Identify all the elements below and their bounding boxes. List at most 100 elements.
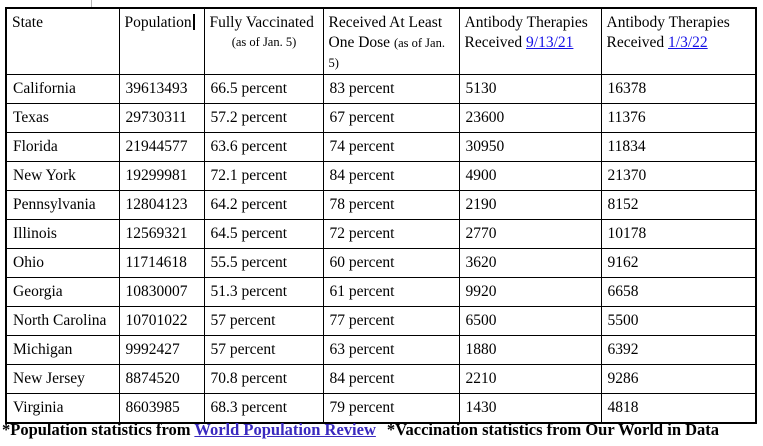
col-header-population[interactable]: Population — [118, 7, 205, 76]
cell-antibody-1-3-22[interactable]: 9286 — [600, 364, 757, 395]
cell-fully-vaccinated[interactable]: 57.2 percent — [203, 103, 324, 134]
cell-fully-vaccinated[interactable]: 64.5 percent — [203, 219, 324, 250]
cell-antibody-1-3-22[interactable]: 9162 — [600, 248, 757, 279]
cell-population[interactable]: 9992427 — [118, 335, 205, 366]
cell-fully-vaccinated[interactable]: 57 percent — [203, 335, 324, 366]
cell-antibody-9-13-21[interactable]: 1880 — [458, 335, 602, 366]
cell-population[interactable]: 39613493 — [118, 74, 205, 105]
cell-fully-vaccinated[interactable]: 51.3 percent — [203, 277, 324, 308]
cell-state[interactable]: Texas — [5, 103, 120, 134]
cell-one-dose[interactable]: 79 percent — [322, 393, 460, 424]
cell-population[interactable]: 12804123 — [118, 190, 205, 221]
col-header-fully-vaccinated-label: Fully Vaccinated — [209, 14, 314, 31]
cell-antibody-1-3-22[interactable]: 4818 — [600, 393, 757, 424]
cell-population[interactable]: 12569321 — [118, 219, 205, 250]
cell-state[interactable]: Florida — [5, 132, 120, 163]
covid-stats-table: State Population Fully Vaccinated (as of… — [5, 7, 757, 424]
cell-fully-vaccinated[interactable]: 68.3 percent — [203, 393, 324, 424]
cell-state[interactable]: Michigan — [5, 335, 120, 366]
cell-population[interactable]: 21944577 — [118, 132, 205, 163]
cell-one-dose[interactable]: 83 percent — [322, 74, 460, 105]
cell-population[interactable]: 10830007 — [118, 277, 205, 308]
world-population-review-link[interactable]: World Population Review — [194, 420, 376, 439]
cell-antibody-9-13-21[interactable]: 6500 — [458, 306, 602, 337]
cell-antibody-9-13-21[interactable]: 3620 — [458, 248, 602, 279]
cell-antibody-1-3-22[interactable]: 11376 — [600, 103, 757, 134]
table-row: Virginia 8603985 68.3 percent 79 percent 143… — [5, 393, 757, 424]
cell-antibody-9-13-21[interactable]: 2190 — [458, 190, 602, 221]
cell-one-dose[interactable]: 74 percent — [322, 132, 460, 163]
cell-antibody-1-3-22[interactable]: 5500 — [600, 306, 757, 337]
date-link-9-13-21[interactable]: 9/13/21 — [526, 33, 574, 51]
cell-state[interactable]: Georgia — [5, 277, 120, 308]
cell-antibody-9-13-21[interactable]: 30950 — [458, 132, 602, 163]
table-body: California 39613493 66.5 percent 83 percent… — [5, 74, 757, 424]
table-row: Florida 21944577 63.6 percent 74 percent 309… — [5, 132, 757, 163]
cell-one-dose[interactable]: 63 percent — [322, 335, 460, 366]
cell-antibody-1-3-22[interactable]: 6392 — [600, 335, 757, 366]
cell-fully-vaccinated[interactable]: 64.2 percent — [203, 190, 324, 221]
cell-one-dose[interactable]: 60 percent — [322, 248, 460, 279]
col-header-population-label: Population — [124, 14, 192, 31]
cell-state[interactable]: Virginia — [5, 393, 120, 424]
cell-population[interactable]: 29730311 — [118, 103, 205, 134]
cell-fully-vaccinated[interactable]: 63.6 percent — [203, 132, 324, 163]
cell-one-dose[interactable]: 72 percent — [322, 219, 460, 250]
cell-fully-vaccinated[interactable]: 55.5 percent — [203, 248, 324, 279]
cell-population[interactable]: 8603985 — [118, 393, 205, 424]
col-header-antibody-9-13-21-label: Antibody Therapies Received — [464, 14, 588, 51]
col-header-antibody-9-13-21[interactable]: Antibody Therapies Received 9/13/21 — [458, 7, 602, 76]
cell-one-dose[interactable]: 78 percent — [322, 190, 460, 221]
table-row: Georgia 10830007 51.3 percent 61 percent 992… — [5, 277, 757, 308]
cell-state[interactable]: California — [5, 74, 120, 105]
cell-antibody-1-3-22[interactable]: 10178 — [600, 219, 757, 250]
cell-population[interactable]: 8874520 — [118, 364, 205, 395]
cell-one-dose[interactable]: 67 percent — [322, 103, 460, 134]
col-header-antibody-1-3-22[interactable]: Antibody Therapies Received 1/3/22 — [600, 7, 757, 76]
cell-one-dose[interactable]: 84 percent — [322, 161, 460, 192]
cell-one-dose[interactable]: 77 percent — [322, 306, 460, 337]
table-row: New York 19299981 72.1 percent 84 percent 49… — [5, 161, 757, 192]
cell-antibody-1-3-22[interactable]: 16378 — [600, 74, 757, 105]
cell-fully-vaccinated[interactable]: 70.8 percent — [203, 364, 324, 395]
col-header-state[interactable]: State — [5, 7, 120, 76]
cell-population[interactable]: 10701022 — [118, 306, 205, 337]
cell-antibody-9-13-21[interactable]: 9920 — [458, 277, 602, 308]
col-header-fully-vaccinated[interactable]: Fully Vaccinated (as of Jan. 5) — [203, 7, 324, 76]
col-header-one-dose[interactable]: Received At Least One Dose (as of Jan. 5… — [322, 7, 460, 76]
cell-one-dose[interactable]: 84 percent — [322, 364, 460, 395]
cell-state[interactable]: Pennsylvania — [5, 190, 120, 221]
col-header-one-dose-label: Received At Least One Dose — [328, 14, 443, 51]
cell-antibody-9-13-21[interactable]: 5130 — [458, 74, 602, 105]
cell-population[interactable]: 19299981 — [118, 161, 205, 192]
cell-state[interactable]: Ohio — [5, 248, 120, 279]
cell-state[interactable]: New York — [5, 161, 120, 192]
col-header-one-dose-subnote: (as of Jan. 5) — [328, 35, 445, 70]
date-link-1-3-22[interactable]: 1/3/22 — [668, 33, 708, 51]
table-row: Pennsylvania 12804123 64.2 percent 78 perce… — [5, 190, 757, 221]
cell-antibody-9-13-21[interactable]: 1430 — [458, 393, 602, 424]
cell-antibody-9-13-21[interactable]: 23600 — [458, 103, 602, 134]
cell-antibody-1-3-22[interactable]: 8152 — [600, 190, 757, 221]
col-header-state-label: State — [12, 14, 43, 31]
col-header-antibody-1-3-22-label: Antibody Therapies Received — [606, 14, 730, 51]
table-row: Michigan 9992427 57 percent 63 percent 1880 6… — [5, 335, 757, 366]
cell-antibody-1-3-22[interactable]: 6658 — [600, 277, 757, 308]
table-row: New Jersey 8874520 70.8 percent 84 percent 2… — [5, 364, 757, 395]
cell-antibody-1-3-22[interactable]: 11834 — [600, 132, 757, 163]
cell-fully-vaccinated[interactable]: 72.1 percent — [203, 161, 324, 192]
cell-one-dose[interactable]: 61 percent — [322, 277, 460, 308]
cell-state[interactable]: North Carolina — [5, 306, 120, 337]
cell-antibody-9-13-21[interactable]: 2210 — [458, 364, 602, 395]
cell-population[interactable]: 11714618 — [118, 248, 205, 279]
cell-state[interactable]: New Jersey — [5, 364, 120, 395]
footnote-line: *Population statistics from World Popula… — [2, 420, 763, 440]
cell-fully-vaccinated[interactable]: 66.5 percent — [203, 74, 324, 105]
page-edge-artifact — [91, 0, 92, 7]
col-header-fully-vaccinated-subnote: (as of Jan. 5) — [231, 34, 297, 49]
cell-antibody-9-13-21[interactable]: 2770 — [458, 219, 602, 250]
cell-fully-vaccinated[interactable]: 57 percent — [203, 306, 324, 337]
cell-antibody-1-3-22[interactable]: 21370 — [600, 161, 757, 192]
cell-state[interactable]: Illinois — [5, 219, 120, 250]
cell-antibody-9-13-21[interactable]: 4900 — [458, 161, 602, 192]
